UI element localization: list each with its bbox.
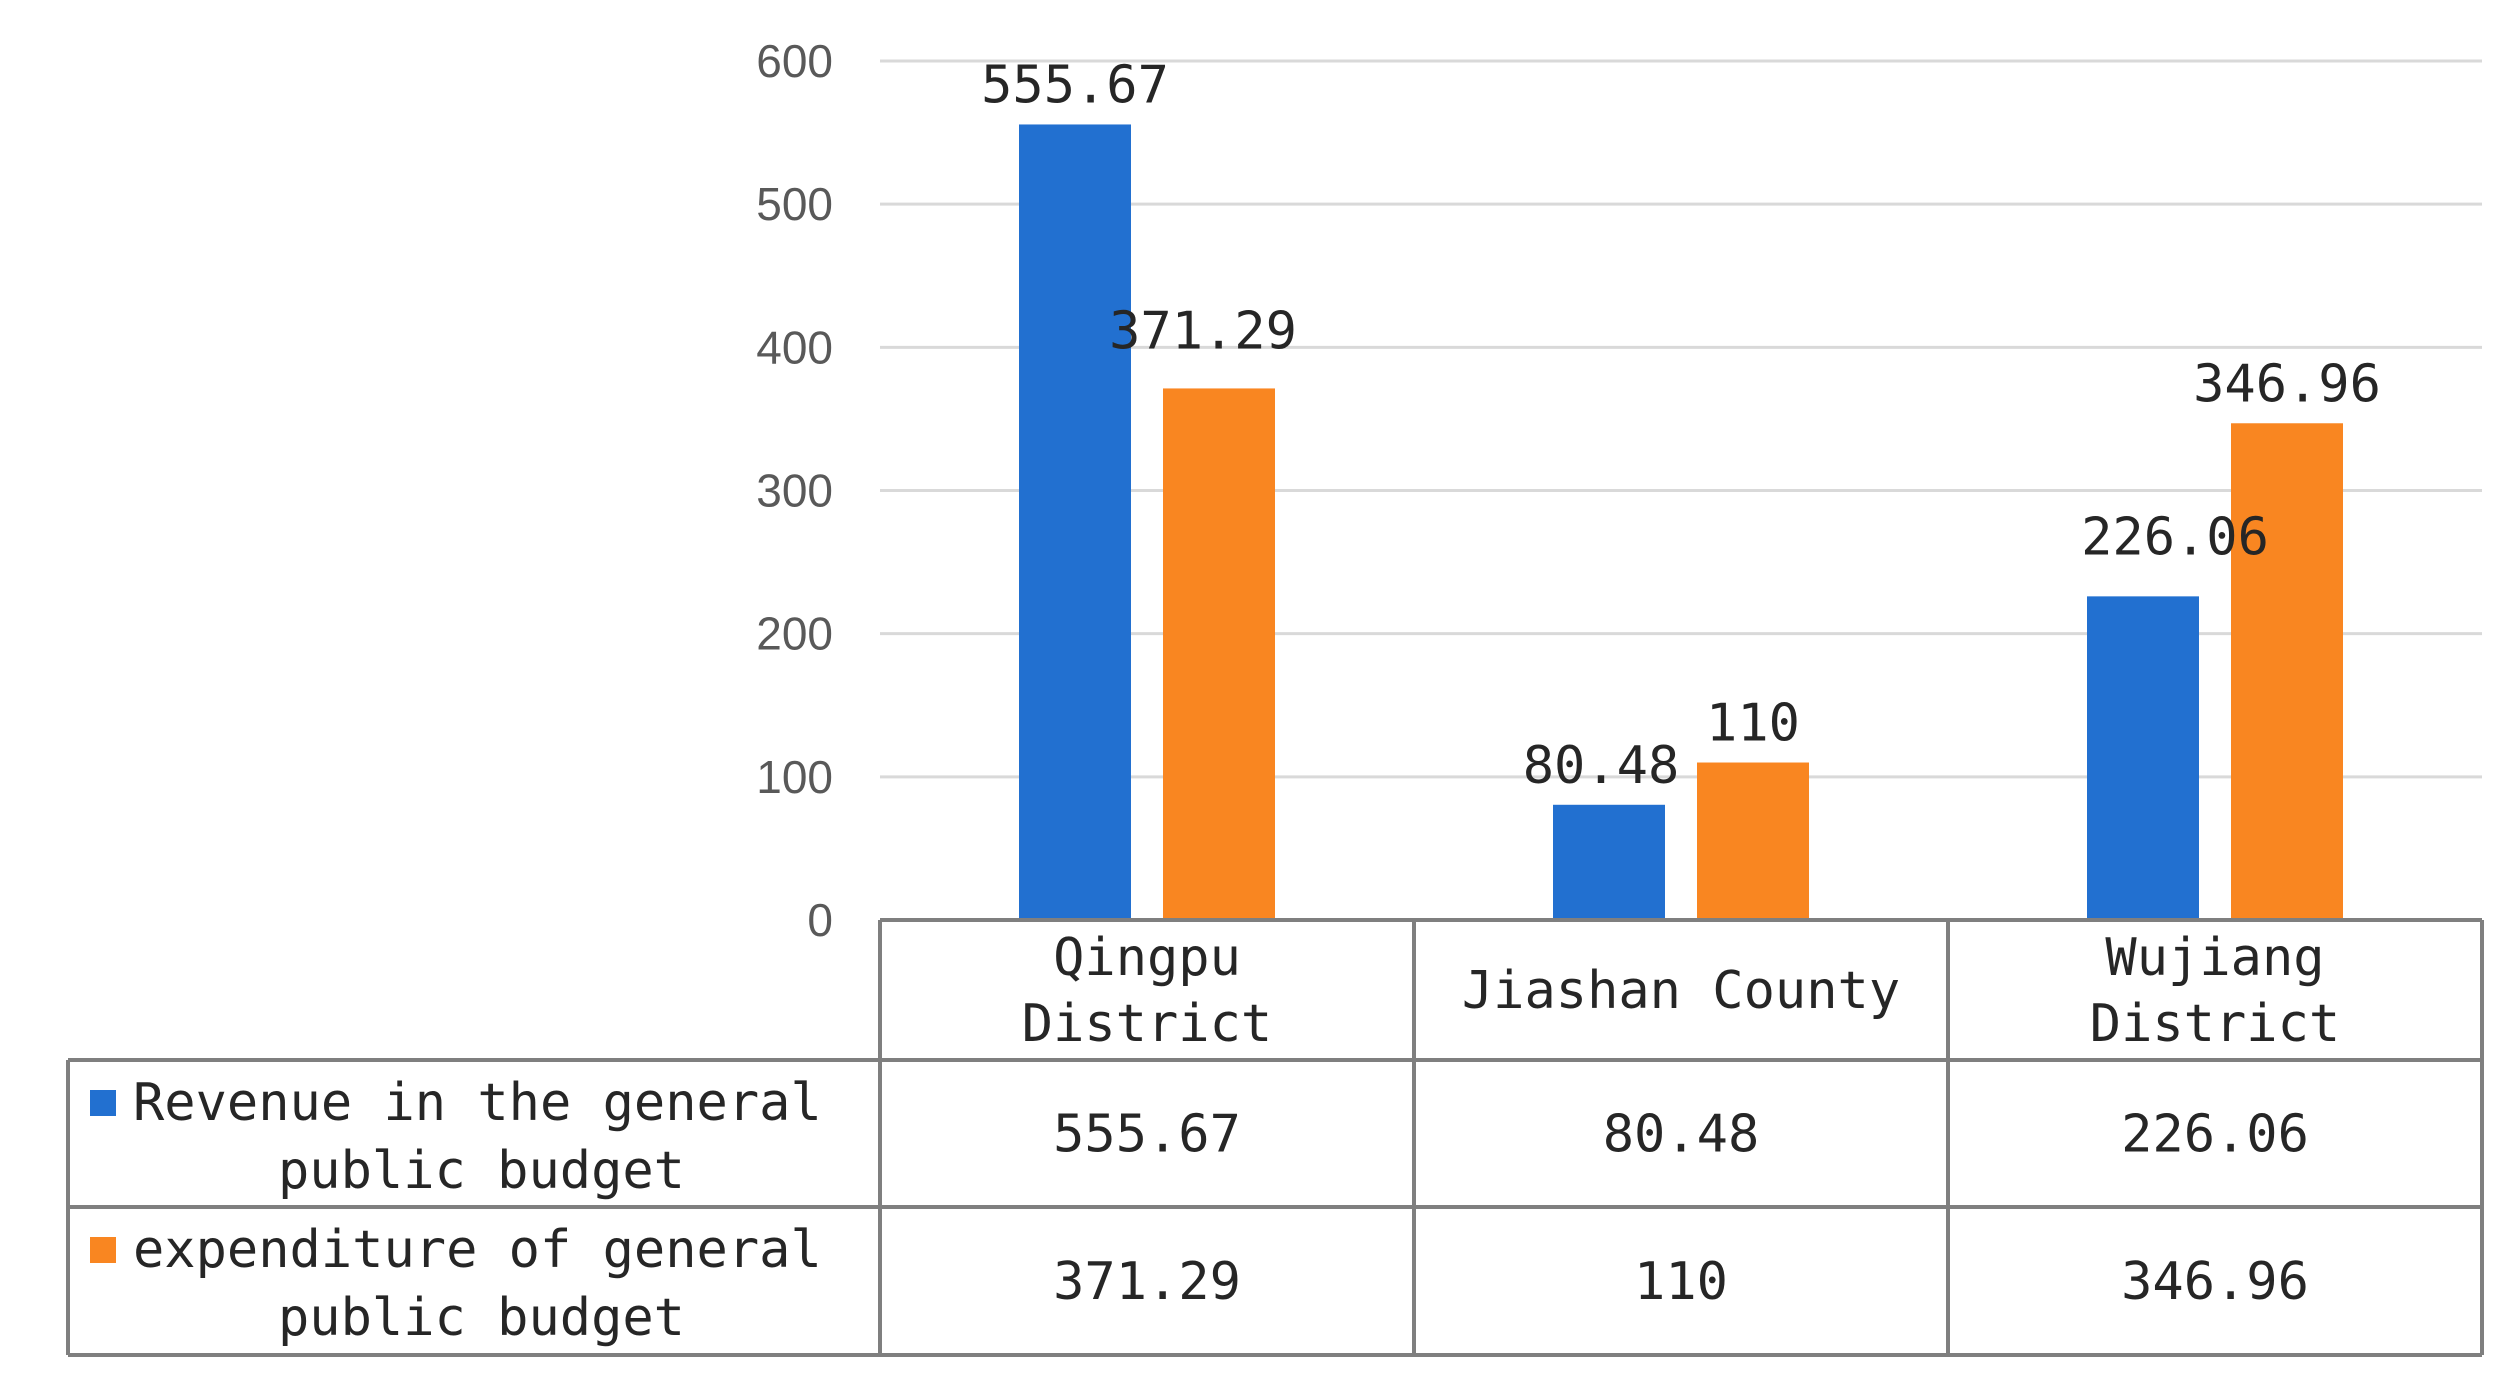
table-value-series-1-category-1: 555.67	[1053, 1105, 1241, 1165]
table-category-label-2: Jiashan County	[1462, 961, 1900, 1021]
table-value-series-2-category-3: 346.96	[2121, 1252, 2309, 1312]
y-tick-label-500: 500	[756, 178, 833, 230]
table-value-series-2-category-2: 110	[1634, 1252, 1728, 1312]
bar-series-2-category-3	[2231, 423, 2343, 920]
y-tick-label-100: 100	[756, 751, 833, 803]
table-category-label-3: District	[2090, 994, 2340, 1054]
bars	[1019, 124, 2343, 921]
bar-series-1-category-1	[1019, 124, 1131, 921]
table-value-series-1-category-3: 226.06	[2121, 1105, 2309, 1165]
data-label-series-2-category-2: 110	[1706, 694, 1800, 754]
y-tick-label-400: 400	[756, 321, 833, 373]
table-category-label-3: Wujiang	[2105, 928, 2324, 988]
legend-label-series-1: public budget	[278, 1141, 685, 1201]
table-value-series-2-category-1: 371.29	[1053, 1252, 1241, 1312]
legend-key-series-2	[90, 1237, 116, 1263]
gridlines	[880, 59, 2482, 779]
table-value-series-1-category-2: 80.48	[1603, 1105, 1760, 1165]
bar-series-2-category-2	[1697, 762, 1809, 920]
data-label-series-2-category-1: 371.29	[1109, 301, 1297, 361]
y-tick-label-200: 200	[756, 608, 833, 660]
y-tick-label-600: 600	[756, 35, 833, 87]
legend-label-series-2: public budget	[278, 1288, 685, 1348]
y-tick-label-300: 300	[756, 465, 833, 517]
bar-series-2-category-1	[1163, 388, 1275, 920]
table-category-label-1: District	[1022, 994, 1272, 1054]
bar-series-1-category-3	[2087, 596, 2199, 920]
data-label-series-2-category-3: 346.96	[2193, 354, 2381, 414]
data-labels: 555.67 371.29 80.48 110 226.06 346.96	[981, 55, 2381, 795]
data-label-series-1-category-3: 226.06	[2081, 507, 2269, 567]
data-label-series-1-category-1: 555.67	[981, 55, 1169, 115]
data-label-series-1-category-2: 80.48	[1523, 736, 1680, 796]
y-axis-tick-labels: 0 100 200 300 400 500 600	[756, 35, 833, 946]
legend-label-series-1: Revenue in the general	[133, 1073, 822, 1133]
bar-series-1-category-2	[1553, 804, 1665, 920]
y-tick-label-0: 0	[807, 894, 833, 946]
table-category-label-1: Qingpu	[1053, 928, 1241, 988]
legend-key-series-1	[90, 1090, 116, 1116]
legend-label-series-2: expenditure of general	[133, 1220, 822, 1280]
